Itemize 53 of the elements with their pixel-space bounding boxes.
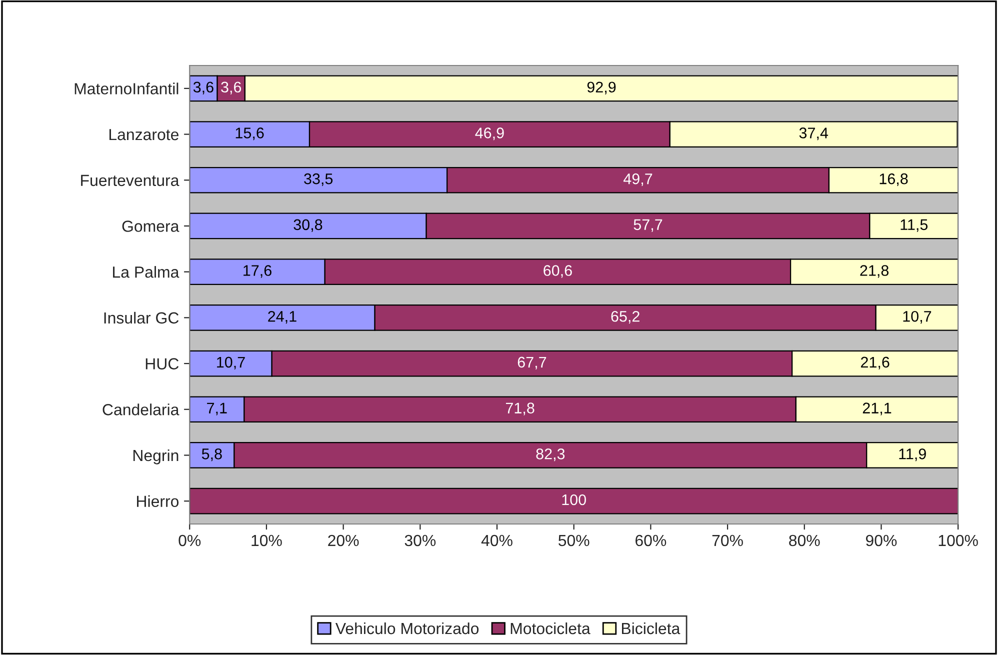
- y-tick-label: La Palma: [113, 266, 180, 278]
- data-label: 82,3: [536, 448, 565, 462]
- x-tick-label: 50%: [558, 534, 590, 546]
- data-label: 24,1: [268, 310, 296, 324]
- x-tick-label: 0%: [178, 534, 201, 546]
- data-label: 10,7: [903, 310, 932, 324]
- data-label: 33,5: [304, 173, 333, 186]
- bar: [190, 488, 958, 514]
- data-label: 60,6: [544, 265, 572, 278]
- y-tick-label: Hierro: [137, 495, 179, 508]
- x-tick-label: 30%: [404, 534, 436, 546]
- x-tick-label: 90%: [866, 534, 897, 546]
- data-label: 67,7: [518, 356, 546, 370]
- x-tick-label: 60%: [636, 534, 666, 546]
- data-label: 17,6: [244, 265, 272, 278]
- data-label: 71,8: [506, 402, 534, 416]
- data-label: 46,9: [475, 128, 504, 140]
- y-tick-label: Fuerteventura: [81, 174, 180, 186]
- data-label: 7,1: [207, 402, 227, 416]
- x-tick-label: 100%: [938, 534, 978, 546]
- y-tick-label: Insular GC: [104, 312, 179, 324]
- x-tick-label: 10%: [252, 534, 282, 546]
- data-label: 10,7: [217, 356, 245, 370]
- data-label: 16,8: [880, 173, 908, 186]
- data-label: 11,9: [899, 448, 926, 462]
- x-tick-label: 20%: [328, 534, 359, 546]
- y-tick-label: HUC: [146, 358, 179, 370]
- legend-label: Motocicleta: [510, 622, 590, 634]
- data-label: 15,6: [236, 128, 264, 140]
- data-label: 3,6: [193, 82, 214, 94]
- data-label: 57,7: [634, 219, 662, 232]
- legend-label: Vehiculo Motorizado: [335, 622, 479, 634]
- data-label: 21,6: [860, 356, 890, 370]
- y-tick-label: Gomera: [122, 220, 180, 232]
- data-label: 21,8: [860, 265, 889, 278]
- data-label: 49,7: [624, 173, 652, 186]
- data-label: 21,1: [862, 402, 892, 416]
- data-label: 3,6: [221, 82, 242, 94]
- x-tick-label: 40%: [481, 534, 512, 546]
- data-label: 30,8: [294, 219, 322, 232]
- y-tick-label: Candelaria: [102, 404, 180, 416]
- data-label: 92,9: [587, 82, 616, 94]
- y-tick-label: MaternoInfantil: [74, 82, 178, 94]
- data-label: 100: [562, 494, 586, 506]
- legend-label: Bicicleta: [622, 622, 680, 634]
- data-label: 65,2: [611, 310, 640, 324]
- x-tick-label: 70%: [712, 534, 743, 546]
- data-label: 37,4: [799, 128, 828, 140]
- y-tick-label: Lanzarote: [109, 129, 178, 140]
- data-label: 5,8: [202, 448, 222, 462]
- y-tick-label: Negrin: [133, 449, 178, 464]
- x-tick-label: 80%: [789, 534, 820, 546]
- data-label: 11,5: [900, 219, 928, 232]
